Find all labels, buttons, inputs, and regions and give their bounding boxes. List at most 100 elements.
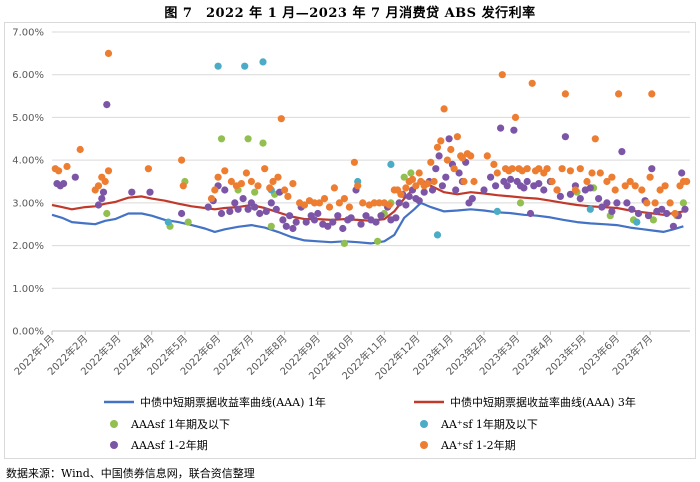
scatter-point-series-3: [226, 207, 234, 215]
scatter-point-series-3: [455, 169, 463, 177]
scatter-point-series-4: [63, 162, 71, 171]
scatter-point-series-3: [339, 224, 347, 233]
source-note: 数据来源：Wind、中国债券信息网，联合资信整理: [6, 467, 255, 480]
scatter-point-series-4: [651, 199, 659, 207]
scatter-point-series-4: [281, 186, 289, 194]
legend-swatch-dot: [420, 441, 428, 449]
scatter-point-series-3: [292, 218, 300, 226]
scatter-point-series-4: [94, 182, 103, 190]
scatter-point-series-4: [523, 165, 531, 173]
scatter-point-series-4: [591, 135, 599, 143]
scatter-point-series-4: [415, 169, 423, 177]
scatter-point-series-4: [227, 177, 235, 186]
scatter-point-series-1: [400, 173, 408, 181]
scatter-point-series-4: [566, 167, 575, 175]
scatter-point-series-4: [603, 177, 611, 186]
scatter-point-series-4: [76, 145, 84, 154]
scatter-point-series-4: [55, 167, 63, 175]
scatter-point-series-4: [648, 90, 656, 98]
scatter-point-series-4: [300, 201, 309, 209]
y-tick-label: 0.00%: [12, 327, 44, 338]
scatter-point-series-3: [468, 195, 476, 203]
scatter-point-series-4: [179, 182, 187, 190]
scatter-point-series-4: [104, 167, 113, 175]
scatter-point-series-1: [649, 216, 658, 224]
scatter-point-series-4: [274, 173, 282, 181]
scatter-point-series-3: [556, 192, 565, 200]
scatter-point-series-2: [493, 207, 501, 215]
scatter-point-series-3: [286, 212, 294, 220]
scatter-point-series-4: [643, 199, 651, 207]
scatter-point-series-3: [71, 173, 79, 181]
scatter-point-series-3: [523, 177, 531, 186]
scatter-point-series-3: [540, 186, 548, 194]
scatter-point-series-3: [256, 209, 264, 218]
scatter-point-series-1: [374, 237, 382, 245]
legend-label: AAAsf 1-2年期: [130, 438, 208, 452]
scatter-point-series-3: [282, 222, 290, 230]
scatter-point-series-4: [626, 177, 634, 186]
scatter-point-series-4: [683, 177, 691, 186]
scatter-point-series-3: [576, 195, 584, 203]
scatter-point-series-3: [178, 209, 186, 218]
scatter-point-series-4: [330, 184, 338, 192]
scatter-point-series-4: [261, 165, 269, 173]
scatter-point-series-3: [217, 209, 226, 218]
scatter-point-series-4: [661, 182, 669, 190]
legend-swatch-dot: [420, 420, 428, 428]
scatter-point-series-3: [244, 205, 252, 213]
scatter-point-series-4: [375, 199, 383, 207]
legend-swatch-dot: [110, 420, 118, 428]
scatter-point-series-4: [354, 182, 362, 190]
scatter-point-series-3: [452, 186, 460, 194]
legend-swatch-dot: [110, 441, 118, 449]
legend-label: AAAsf 1年期及以下: [130, 417, 230, 431]
scatter-point-series-3: [324, 222, 332, 230]
scatter-point-series-4: [543, 165, 551, 173]
scatter-point-series-3: [442, 173, 450, 181]
scatter-point-series-3: [347, 214, 355, 222]
scatter-point-series-4: [397, 190, 405, 198]
scatter-point-series-4: [447, 145, 455, 154]
scatter-point-series-1: [251, 188, 259, 196]
scatter-point-series-3: [644, 212, 653, 220]
scatter-point-series-4: [430, 177, 438, 186]
scatter-point-series-4: [656, 186, 664, 194]
y-tick-label: 3.00%: [12, 198, 44, 209]
scatter-point-series-3: [526, 209, 535, 218]
scatter-point-series-3: [507, 175, 515, 183]
scatter-point-series-4: [596, 169, 604, 177]
scatter-point-series-3: [623, 199, 631, 207]
scatter-point-series-3: [510, 126, 518, 134]
scatter-point-series-4: [460, 177, 468, 186]
legend-label: AA⁺sf 1-2年期: [440, 438, 516, 452]
scatter-point-series-3: [586, 184, 594, 192]
scatter-point-series-3: [658, 205, 666, 213]
scatter-point-series-4: [315, 199, 324, 207]
scatter-point-series-4: [433, 143, 442, 151]
scatter-point-series-3: [362, 212, 370, 220]
scatter-point-series-3: [272, 205, 280, 213]
scatter-point-series-2: [433, 231, 442, 239]
y-tick-label: 2.00%: [12, 241, 44, 252]
scatter-point-series-3: [279, 216, 287, 224]
scatter-point-series-3: [99, 188, 108, 196]
scatter-point-series-4: [289, 180, 297, 188]
scatter-point-series-2: [387, 160, 395, 168]
scatter-point-series-1: [103, 209, 111, 218]
scatter-point-series-1: [259, 139, 267, 147]
scatter-point-series-4: [608, 173, 616, 181]
scatter-point-series-4: [453, 133, 461, 141]
scatter-point-series-4: [221, 167, 229, 175]
scatter-point-series-3: [561, 133, 570, 141]
scatter-point-series-4: [269, 177, 277, 186]
scatter-point-series-4: [340, 195, 348, 203]
scatter-point-series-2: [214, 62, 222, 70]
scatter-point-series-4: [207, 195, 216, 203]
scatter-point-series-1: [407, 169, 415, 177]
y-tick-label: 4.00%: [12, 156, 44, 167]
scatter-point-series-4: [325, 203, 334, 211]
scatter-point-series-4: [370, 199, 378, 207]
scatter-point-series-4: [571, 186, 580, 194]
